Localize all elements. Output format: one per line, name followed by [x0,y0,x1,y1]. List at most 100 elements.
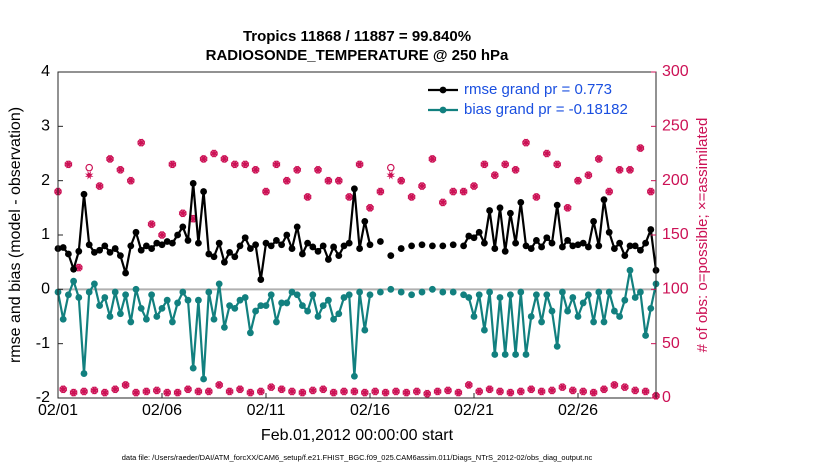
series-point [330,315,337,323]
obs-assimilated [230,160,240,169]
legend-marker [439,86,447,94]
series-point [205,288,213,296]
y-tick-label: -2 [36,389,50,406]
series-point [574,313,582,320]
obs-assimilated [355,160,364,169]
series-point [631,242,639,250]
obs-possible [168,160,177,169]
series-point [408,242,415,250]
obs-possible [620,383,629,391]
obs-possible [584,171,593,180]
obs-assimilated [360,388,370,397]
obs-possible [636,144,645,152]
obs-assimilated [376,187,385,196]
series-point [70,277,77,285]
obs-possible [173,388,182,397]
obs-assimilated [558,382,567,392]
obs-possible [158,231,166,239]
obs-possible [147,220,156,228]
series-point [314,247,322,255]
series-point [288,245,296,252]
obs-possible [470,182,478,190]
obs-assimilated [615,165,624,175]
series-point [600,318,608,326]
legend-label: rmse grand pr = 0.773 [464,81,612,98]
obs-assimilated [313,165,323,175]
series-point [127,242,135,250]
obs-assimilated [594,154,604,164]
obs-possible [438,198,447,207]
series-point [501,247,509,255]
series-point [195,239,202,247]
obs-assimilated [277,385,286,394]
series-point [517,199,525,206]
series-point [553,201,561,209]
series-point [278,299,285,307]
series-point [418,288,426,296]
y2-tick-label: 150 [662,226,689,243]
series-point [475,291,483,299]
series-point [481,239,488,247]
series-point [241,294,249,301]
obs-assimilated [610,380,619,390]
obs-possible [101,388,109,397]
obs-possible [631,386,640,395]
obs-possible [64,160,73,169]
obs-assimilated [521,138,531,147]
series-point [163,238,171,245]
series-point [148,291,156,299]
series-point [564,237,571,244]
series-point [91,248,98,256]
series-point [507,209,514,217]
obs-possible [641,387,650,396]
series-point [397,245,405,252]
obs-possible [522,138,530,147]
series-point [460,242,467,250]
series-point [319,242,327,250]
obs-possible [511,166,520,174]
obs-assimilated [454,388,463,397]
obs-possible [282,176,291,185]
series-point [106,313,114,320]
obs-assimilated [365,203,375,213]
series-point [75,247,83,255]
obs-possible [199,155,208,163]
series-point [96,246,103,254]
obs-assimilated [568,386,578,395]
series-point [501,351,509,358]
series-point [579,299,587,307]
series-point [512,239,519,247]
obs-assimilated [381,388,390,397]
series-point [637,246,644,254]
obs-possible [412,387,421,396]
obs-assimilated [417,181,427,191]
obs-assimilated [272,160,281,169]
obs-assimilated [58,385,68,394]
obs-assimilated [142,387,151,396]
obs-possible [267,383,276,391]
obs-possible [350,387,359,396]
obs-possible [308,386,317,395]
obs-possible [490,171,499,180]
obs-assimilated [105,154,115,164]
series-point [361,326,369,334]
series-point [439,242,447,250]
obs-assimilated [303,192,312,202]
series-point [470,313,478,320]
obs-possible [386,163,395,172]
series-point [465,232,473,240]
obs-assimilated [220,154,229,164]
obs-assimilated [490,170,500,180]
obs-assimilated [188,214,198,223]
series-point [340,242,348,250]
series-point [517,288,525,296]
obs-possible [90,386,99,395]
series-point [153,313,161,320]
obs-possible [475,387,484,396]
series-point [189,364,197,372]
series-point [585,243,592,251]
series-point [169,239,176,247]
obs-assimilated [136,138,146,147]
series-point [351,372,358,380]
